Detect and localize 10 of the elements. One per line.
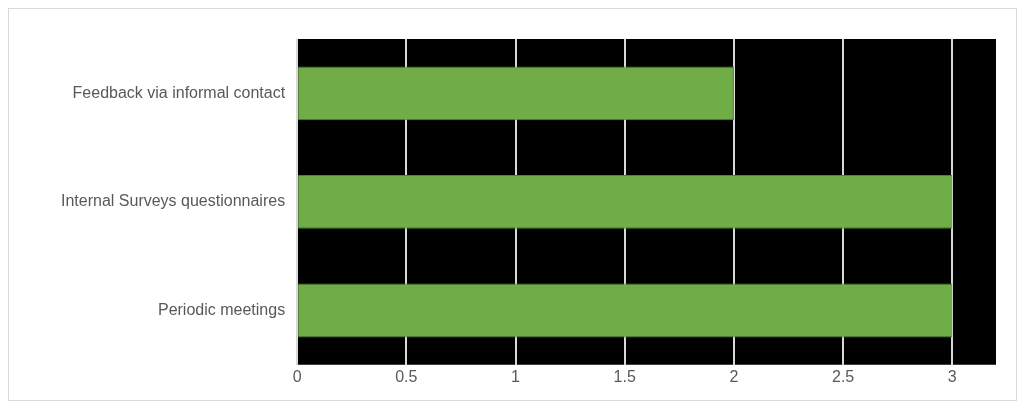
x-tick-label: 0.5 — [395, 367, 418, 385]
x-tick-label: 3 — [947, 367, 957, 385]
x-tick-label: 0 — [292, 367, 302, 385]
y-tick-label: Internal Surveys questionnaires — [61, 192, 286, 210]
y-tick-label: Feedback via informal contact — [72, 83, 286, 101]
x-tick-label: 1.5 — [613, 367, 636, 385]
x-tick-label: 2.5 — [832, 367, 855, 385]
x-tick-label: 2 — [729, 367, 739, 385]
y-tick-label: Periodic meetings — [157, 300, 286, 318]
x-tick-label: 1 — [511, 367, 521, 385]
